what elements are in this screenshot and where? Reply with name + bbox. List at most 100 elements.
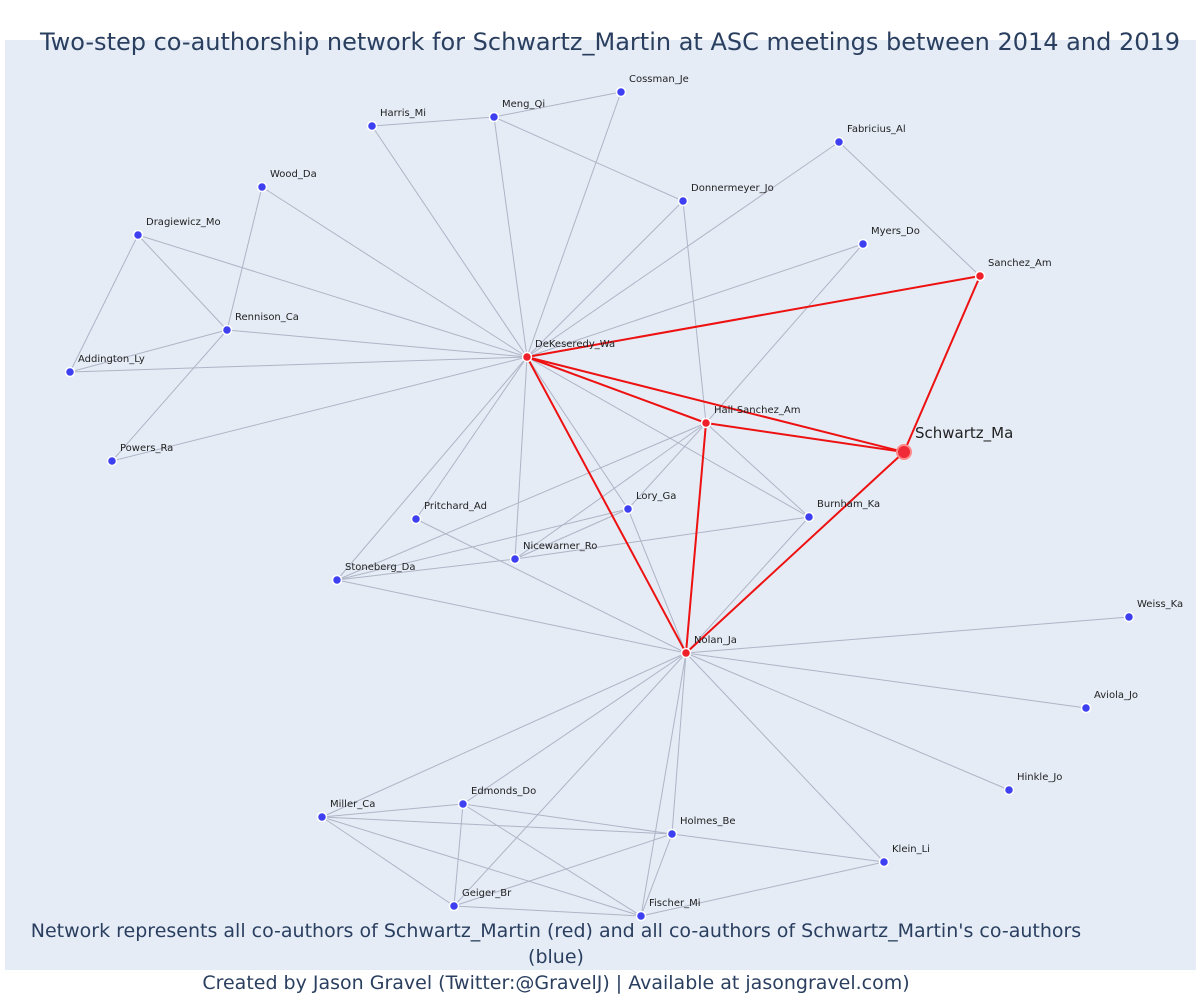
- node-label-harris-mi: Harris_Mi: [380, 108, 426, 119]
- node-hinkle-jo[interactable]: [1003, 784, 1015, 796]
- edge-myers-do-dekeseredy-wa: [526, 243, 864, 358]
- node-hall-sanchez-am[interactable]: [700, 417, 712, 429]
- edge-stoneberg-da-nolan-ja: [336, 579, 687, 654]
- footer-line-2: Created by Jason Gravel (Twitter:@Gravel…: [202, 972, 910, 994]
- nodes-layer: [64, 86, 1135, 922]
- node-label-hinkle-jo: Hinkle_Jo: [1017, 772, 1062, 783]
- node-label-cossman-je: Cossman_Je: [629, 74, 689, 85]
- node-label-fischer-mi: Fischer_Mi: [649, 898, 701, 909]
- node-label-fabricius-al: Fabricius_Al: [847, 124, 906, 135]
- first-step-edge-dekeseredy-wa-sanchez-am: [526, 275, 981, 358]
- node-label-lory-ga: Lory_Ga: [636, 491, 676, 502]
- first-step-edge-nolan-ja-schwartz-ma: [685, 451, 905, 654]
- edge-nicewarner-ro-hall-sanchez-am: [514, 422, 707, 560]
- node-dekeseredy-wa[interactable]: [521, 351, 533, 363]
- node-miller-ca[interactable]: [316, 811, 328, 823]
- edge-edmonds-do-holmes-be: [462, 803, 673, 835]
- node-label-sanchez-am: Sanchez_Am: [988, 258, 1052, 269]
- footer-line-1: Network represents all co-authors of Sch…: [30, 920, 1082, 968]
- node-meng-qi[interactable]: [488, 111, 500, 123]
- first-step-edges-layer: [526, 275, 981, 654]
- edge-myers-do-hall-sanchez-am: [705, 243, 864, 424]
- first-step-edge-hall-sanchez-am-schwartz-ma: [705, 422, 905, 453]
- node-label-hall-sanchez-am: Hall-Sanchez_Am: [714, 405, 800, 416]
- node-label-rennison-ca: Rennison_Ca: [235, 312, 299, 323]
- edge-edmonds-do-fischer-mi: [462, 803, 642, 917]
- edges-layer: [69, 91, 1130, 917]
- first-step-edge-hall-sanchez-am-nolan-ja: [685, 422, 707, 654]
- node-fischer-mi[interactable]: [635, 910, 647, 922]
- node-label-miller-ca: Miller_Ca: [330, 799, 375, 810]
- node-label-burnham-ka: Burnham_Ka: [817, 499, 880, 510]
- node-fabricius-al[interactable]: [833, 136, 845, 148]
- edge-weiss-ka-nolan-ja: [685, 616, 1130, 654]
- edge-stoneberg-da-nicewarner-ro: [336, 558, 516, 581]
- node-geiger-br[interactable]: [448, 900, 460, 912]
- edge-rennison-ca-powers-ra: [111, 329, 228, 462]
- edge-fabricius-al-dekeseredy-wa: [526, 141, 840, 358]
- edge-klein-li-nolan-ja: [685, 652, 885, 863]
- node-nolan-ja[interactable]: [680, 647, 692, 659]
- edge-meng-qi-dekeseredy-wa: [493, 116, 528, 358]
- node-sanchez-am[interactable]: [974, 270, 986, 282]
- node-rennison-ca[interactable]: [221, 324, 233, 336]
- node-powers-ra[interactable]: [106, 455, 118, 467]
- edge-lory-ga-nolan-ja: [627, 508, 687, 654]
- node-nicewarner-ro[interactable]: [509, 553, 521, 565]
- node-lory-ga[interactable]: [622, 503, 634, 515]
- node-label-myers-do: Myers_Do: [871, 226, 920, 237]
- labels-layer: Schwartz_Ma DeKeseredy_Wa Hall-Sanchez_Am S…: [78, 74, 1183, 909]
- footer-caption: Network represents all co-authors of Sch…: [0, 918, 1112, 996]
- node-label-aviola-jo: Aviola_Jo: [1094, 690, 1138, 701]
- first-step-edge-dekeseredy-wa-nolan-ja: [526, 356, 687, 654]
- edge-dragiewicz-mo-rennison-ca: [137, 234, 228, 331]
- node-addington-ly[interactable]: [64, 366, 76, 378]
- node-stoneberg-da[interactable]: [331, 574, 343, 586]
- node-holmes-be[interactable]: [666, 828, 678, 840]
- node-myers-do[interactable]: [857, 238, 869, 250]
- edge-klein-li-fischer-mi: [640, 861, 885, 917]
- node-weiss-ka[interactable]: [1123, 611, 1135, 623]
- node-klein-li[interactable]: [878, 856, 890, 868]
- edge-donnermeyer-jo-hall-sanchez-am: [682, 200, 707, 424]
- node-donnermeyer-jo[interactable]: [677, 195, 689, 207]
- edge-stoneberg-da-lory-ga: [336, 508, 629, 581]
- first-step-edge-sanchez-am-schwartz-ma: [903, 275, 981, 453]
- edge-stoneberg-da-dekeseredy-wa: [336, 356, 528, 581]
- edge-harris-mi-meng-qi: [371, 116, 495, 127]
- node-label-stoneberg-da: Stoneberg_Da: [345, 562, 416, 573]
- node-cossman-je[interactable]: [615, 86, 627, 98]
- edge-aviola-jo-nolan-ja: [685, 652, 1087, 709]
- edge-dragiewicz-mo-addington-ly: [69, 234, 139, 373]
- edge-addington-ly-dekeseredy-wa: [69, 356, 528, 373]
- edge-nicewarner-ro-dekeseredy-wa: [514, 356, 528, 560]
- edge-pritchard-ad-dekeseredy-wa: [415, 356, 528, 520]
- node-dragiewicz-mo[interactable]: [132, 229, 144, 241]
- edge-burnham-ka-dekeseredy-wa: [526, 356, 810, 518]
- node-label-addington-ly: Addington_Ly: [78, 354, 145, 365]
- edge-harris-mi-dekeseredy-wa: [371, 125, 528, 358]
- edge-geiger-br-nolan-ja: [453, 652, 687, 907]
- node-burnham-ka[interactable]: [803, 511, 815, 523]
- node-label-wood-da: Wood_Da: [270, 169, 317, 180]
- edge-wood-da-rennison-ca: [226, 186, 263, 331]
- edge-miller-ca-fischer-mi: [321, 816, 642, 917]
- edge-hinkle-jo-nolan-ja: [685, 652, 1010, 791]
- node-wood-da[interactable]: [256, 181, 268, 193]
- node-schwartz-ma[interactable]: [896, 444, 912, 460]
- node-label-dragiewicz-mo: Dragiewicz_Mo: [146, 217, 221, 228]
- node-label-powers-ra: Powers_Ra: [120, 443, 173, 454]
- node-pritchard-ad[interactable]: [410, 513, 422, 525]
- node-harris-mi[interactable]: [366, 120, 378, 132]
- node-aviola-jo[interactable]: [1080, 702, 1092, 714]
- node-label-nolan-ja: Nolan_Ja: [694, 635, 737, 646]
- node-edmonds-do[interactable]: [457, 798, 469, 810]
- node-label-edmonds-do: Edmonds_Do: [471, 786, 536, 797]
- edge-fabricius-al-sanchez-am: [838, 141, 981, 277]
- node-label-klein-li: Klein_Li: [892, 844, 930, 855]
- edge-nicewarner-ro-burnham-ka: [514, 516, 810, 560]
- edge-nicewarner-ro-lory-ga: [514, 508, 629, 560]
- edge-holmes-be-fischer-mi: [640, 833, 673, 917]
- edge-fischer-mi-nolan-ja: [640, 652, 687, 917]
